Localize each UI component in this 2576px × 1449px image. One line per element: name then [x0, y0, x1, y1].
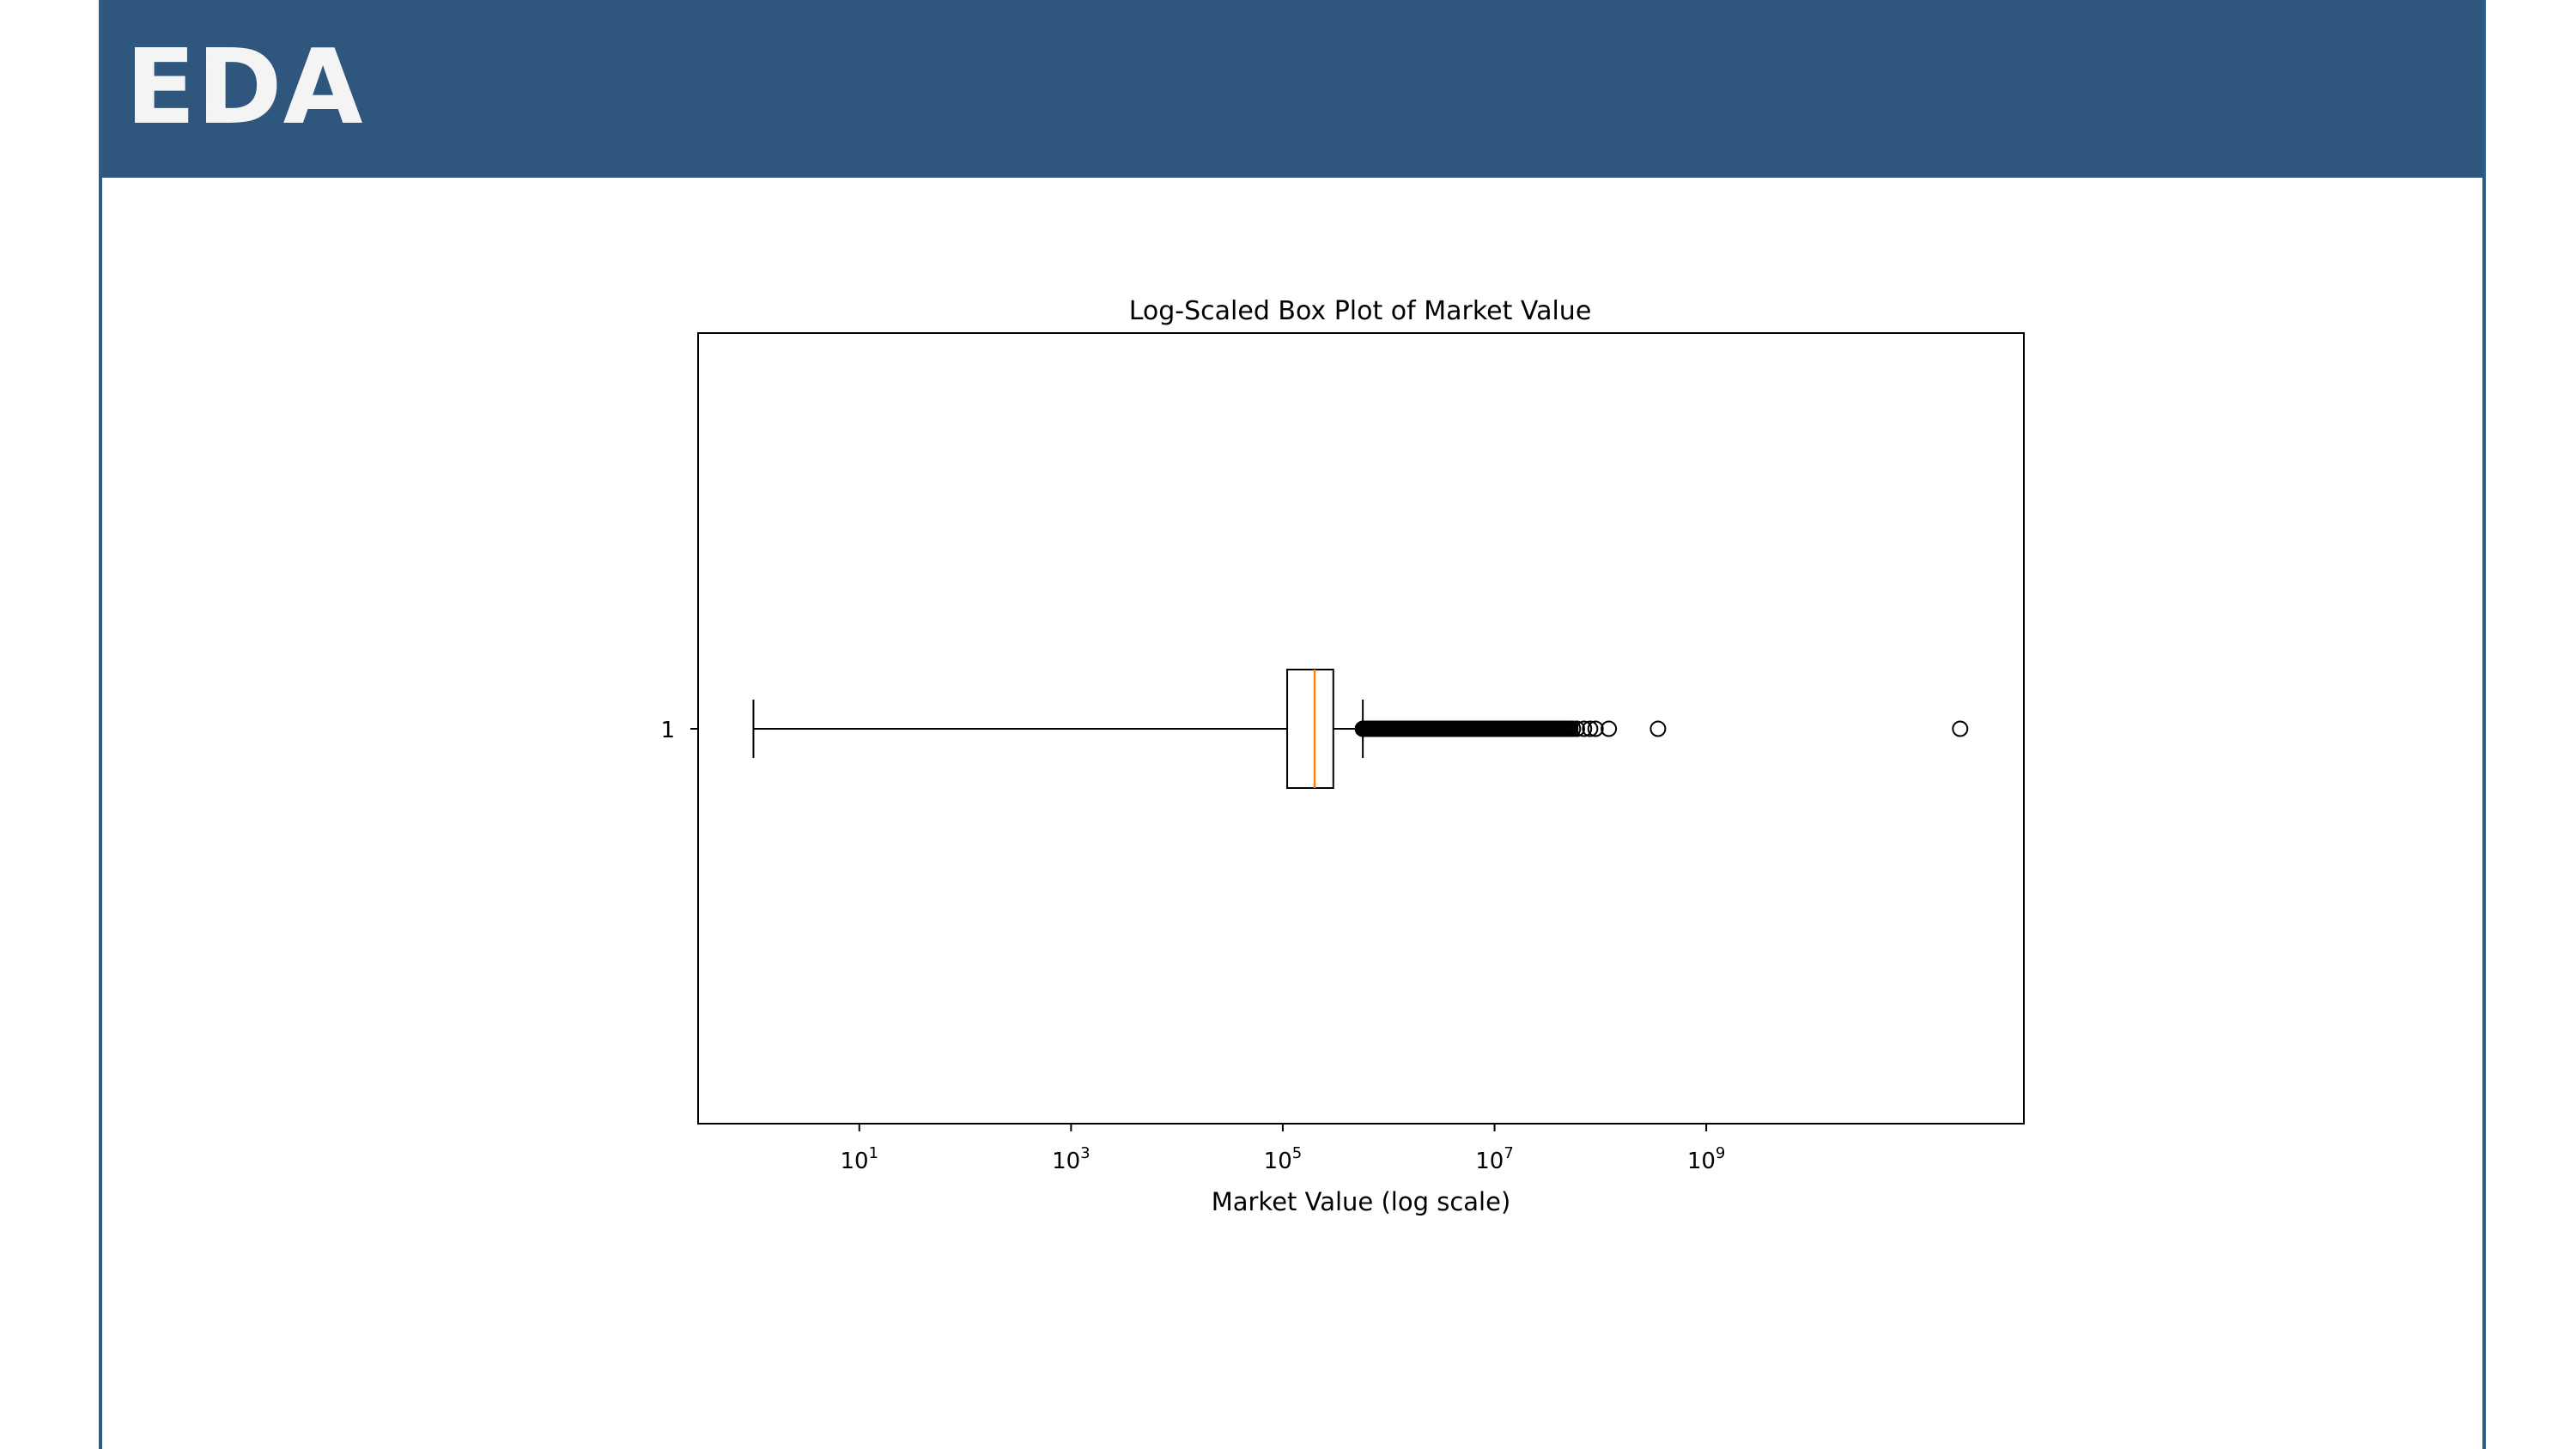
- outlier-points: [1354, 720, 1969, 737]
- y-tick-label-0: 1: [660, 718, 675, 743]
- slide: EDA: [99, 0, 2486, 1449]
- outlier-point-64: [1952, 720, 1969, 737]
- x-axis-label: Market Value (log scale): [1212, 1187, 1511, 1216]
- iqr-box: [1286, 669, 1334, 789]
- page-title: EDA: [125, 28, 364, 148]
- outlier-point-61: [1587, 720, 1604, 737]
- outlier-point-62: [1601, 720, 1618, 737]
- outlier-point-59: [1576, 720, 1593, 737]
- outlier-point-63: [1649, 720, 1667, 737]
- outlier-cluster-point-129: [1560, 720, 1577, 737]
- x-tick-label-0: 101: [840, 1144, 878, 1174]
- y-axis-ticks: 1: [660, 718, 698, 743]
- x-tick-label-4: 109: [1687, 1144, 1726, 1174]
- chart-title: Log-Scaled Box Plot of Market Value: [1129, 296, 1592, 326]
- header-bar: EDA: [102, 0, 2482, 178]
- box-group: [752, 669, 1364, 789]
- x-axis-ticks: 101 103 105 107 109: [840, 1124, 1725, 1174]
- outlier-point-60: [1582, 720, 1599, 737]
- x-tick-label-2: 105: [1264, 1144, 1303, 1174]
- x-tick-label-3: 107: [1475, 1144, 1514, 1174]
- x-tick-label-1: 103: [1052, 1144, 1091, 1174]
